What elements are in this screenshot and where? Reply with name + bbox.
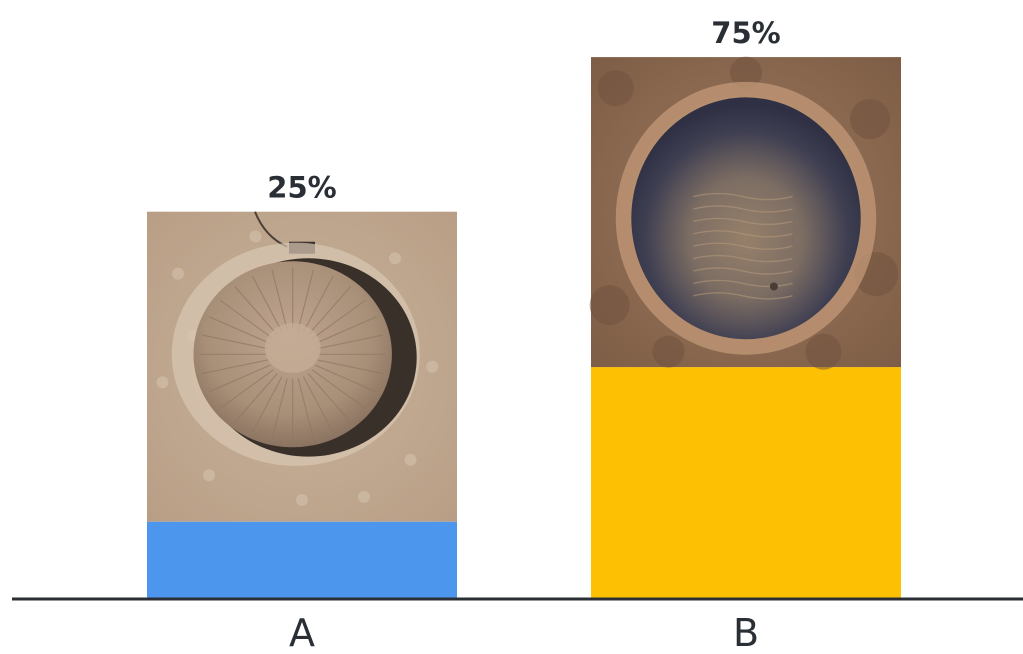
crater-photo-mars	[589, 56, 901, 370]
bar-b	[591, 367, 901, 599]
value-label-b: 75%	[711, 16, 780, 50]
category-label-a: A	[289, 611, 315, 654]
crater-photo-earth	[147, 211, 457, 522]
category-label-b: B	[733, 611, 759, 654]
value-label-a: 25%	[267, 171, 336, 205]
bar-a	[147, 521, 457, 599]
